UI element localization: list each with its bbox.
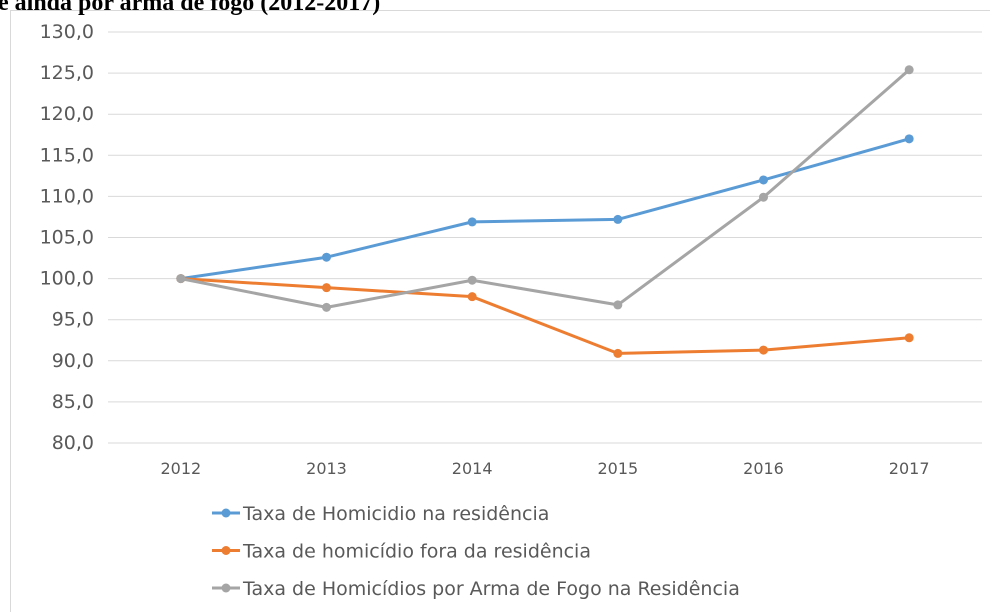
legend-label: Taxa de Homicídios por Arma de Fogo na R… <box>242 578 740 600</box>
data-point <box>467 217 477 227</box>
data-point <box>322 302 331 312</box>
y-tick-label: 90,0 <box>52 350 94 372</box>
data-point <box>613 348 623 358</box>
data-point <box>759 345 768 355</box>
x-tick-label: 2014 <box>452 459 493 478</box>
data-point <box>759 175 768 185</box>
legend-marker <box>221 508 231 518</box>
y-tick-label: 85,0 <box>52 391 94 413</box>
x-tick-label: 2016 <box>743 459 784 478</box>
y-tick-label: 105,0 <box>40 227 94 249</box>
y-tick-label: 100,0 <box>40 268 94 290</box>
chart-border <box>10 10 990 612</box>
x-tick-label: 2012 <box>160 459 201 478</box>
data-point <box>467 275 477 285</box>
series-line <box>180 68 911 309</box>
x-tick-label: 2015 <box>597 459 638 478</box>
y-tick-label: 115,0 <box>40 144 94 166</box>
legend-label: Taxa de homicídio fora da residência <box>242 541 591 563</box>
y-tick-label: 95,0 <box>52 309 94 331</box>
data-point <box>176 274 186 284</box>
series-line <box>180 277 910 355</box>
data-point <box>322 283 331 293</box>
data-point <box>904 65 914 75</box>
chart-title: e ainda por arma de fogo (2012-2017) <box>0 0 380 16</box>
x-tick-label: 2013 <box>306 459 347 478</box>
data-point <box>613 300 623 310</box>
y-tick-label: 80,0 <box>52 432 94 454</box>
data-point <box>904 333 914 343</box>
legend-marker <box>221 583 231 593</box>
data-point <box>759 192 768 202</box>
x-tick-label: 2017 <box>889 459 930 478</box>
data-point <box>322 252 331 262</box>
y-tick-label: 130,0 <box>40 21 94 43</box>
data-point <box>904 134 914 144</box>
legend-marker <box>221 546 231 555</box>
y-tick-label: 125,0 <box>40 62 94 84</box>
y-tick-label: 120,0 <box>40 103 94 125</box>
legend-label: Taxa de Homicidio na residência <box>242 503 549 525</box>
data-point <box>613 214 623 224</box>
data-point <box>467 292 477 302</box>
y-tick-label: 110,0 <box>40 185 94 207</box>
series-line <box>180 137 910 281</box>
